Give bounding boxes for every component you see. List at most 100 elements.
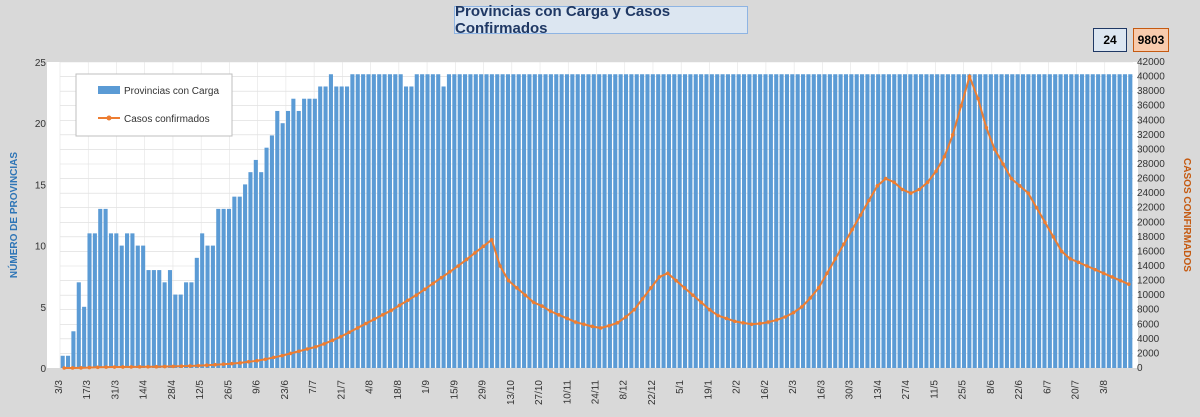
bar — [1090, 74, 1095, 369]
right-tick-label: 24000 — [1137, 188, 1165, 199]
bar — [801, 74, 806, 369]
bar — [548, 74, 553, 369]
bar — [141, 245, 146, 368]
legend-bar-label: Provincias con Carga — [124, 86, 219, 97]
line-point — [230, 361, 234, 366]
line-point — [624, 315, 628, 319]
line-point — [867, 198, 871, 203]
bar — [189, 282, 194, 368]
bar — [865, 74, 870, 369]
bar — [597, 74, 602, 369]
bar — [940, 74, 945, 369]
bar — [972, 74, 977, 369]
bar — [452, 74, 457, 369]
line-point — [556, 313, 561, 317]
line-point — [246, 360, 251, 364]
line-point — [481, 244, 486, 249]
right-tick-label: 0 — [1137, 363, 1143, 374]
bar — [752, 74, 757, 369]
line-point — [162, 364, 167, 369]
line-point — [330, 338, 335, 343]
line-point — [531, 300, 536, 305]
bar — [682, 74, 688, 369]
right-tick-label: 6000 — [1137, 319, 1160, 330]
legend-line-label: Casos confirmados — [124, 114, 210, 125]
line-point — [154, 364, 159, 369]
right-tick-label: 16000 — [1137, 246, 1165, 257]
bar — [350, 74, 355, 369]
bar — [473, 74, 478, 369]
bar — [1085, 74, 1090, 369]
x-tick-label: 8/12 — [619, 380, 630, 400]
line-point — [271, 355, 276, 360]
bar — [420, 74, 425, 369]
bar — [414, 74, 419, 369]
line-point — [749, 322, 754, 327]
bar — [784, 74, 789, 369]
current-cases-box: 9803 — [1133, 28, 1169, 52]
bar — [205, 245, 210, 368]
line-point — [758, 321, 762, 326]
chart-title: Provincias con Carga y Casos Confirmados — [454, 3, 748, 37]
line-point — [1093, 267, 1098, 272]
bar — [725, 74, 730, 369]
bar — [575, 74, 580, 369]
bar — [967, 74, 972, 369]
line-point — [632, 307, 637, 312]
line-point — [573, 320, 578, 324]
bar — [693, 74, 698, 369]
line-point — [699, 300, 704, 305]
line-point — [146, 364, 150, 369]
bar — [897, 74, 902, 369]
line-point — [406, 298, 410, 303]
x-tick-label: 24/11 — [591, 380, 602, 405]
bar — [704, 74, 709, 369]
bar — [200, 233, 205, 368]
right-tick-label: 2000 — [1137, 348, 1160, 359]
bar — [1074, 74, 1079, 369]
bar — [151, 270, 156, 368]
x-tick-label: 1/9 — [421, 380, 432, 394]
bar — [377, 74, 382, 369]
line-point — [188, 364, 192, 368]
bar — [393, 74, 398, 369]
line-point — [104, 365, 108, 369]
bar — [581, 74, 586, 369]
left-axis-ticks: 0 5 10 15 20 25 — [35, 58, 47, 375]
line-point — [766, 320, 771, 324]
line-point — [682, 286, 687, 290]
bar — [275, 110, 280, 369]
bar — [1031, 74, 1036, 369]
line-point — [649, 286, 653, 290]
x-tick-label: 4/8 — [365, 380, 376, 394]
bar — [758, 74, 763, 369]
bar — [586, 74, 591, 369]
line-point — [841, 242, 846, 246]
bar — [532, 74, 537, 369]
bar — [76, 282, 81, 368]
bar — [999, 74, 1004, 369]
bar — [291, 98, 296, 368]
line-series — [62, 73, 1131, 370]
line-point — [783, 315, 787, 319]
legend-line-marker — [106, 115, 112, 121]
line-point — [1026, 191, 1031, 195]
bar — [779, 74, 784, 369]
bar — [125, 233, 130, 368]
legend: Provincias con Carga Casos confirmados — [75, 73, 233, 137]
bar — [843, 74, 849, 369]
line-point — [414, 293, 419, 297]
line-point — [305, 347, 310, 351]
bar — [570, 74, 575, 369]
right-tick-label: 32000 — [1137, 130, 1165, 141]
bar — [913, 74, 918, 369]
bar — [409, 86, 414, 368]
bar — [768, 74, 773, 369]
bar — [591, 74, 596, 369]
right-tick-label: 14000 — [1137, 261, 1165, 272]
x-tick-label: 27/4 — [901, 380, 912, 400]
right-tick-label: 20000 — [1137, 217, 1165, 228]
bar — [935, 74, 940, 369]
bar — [216, 208, 221, 368]
bar — [500, 74, 505, 369]
